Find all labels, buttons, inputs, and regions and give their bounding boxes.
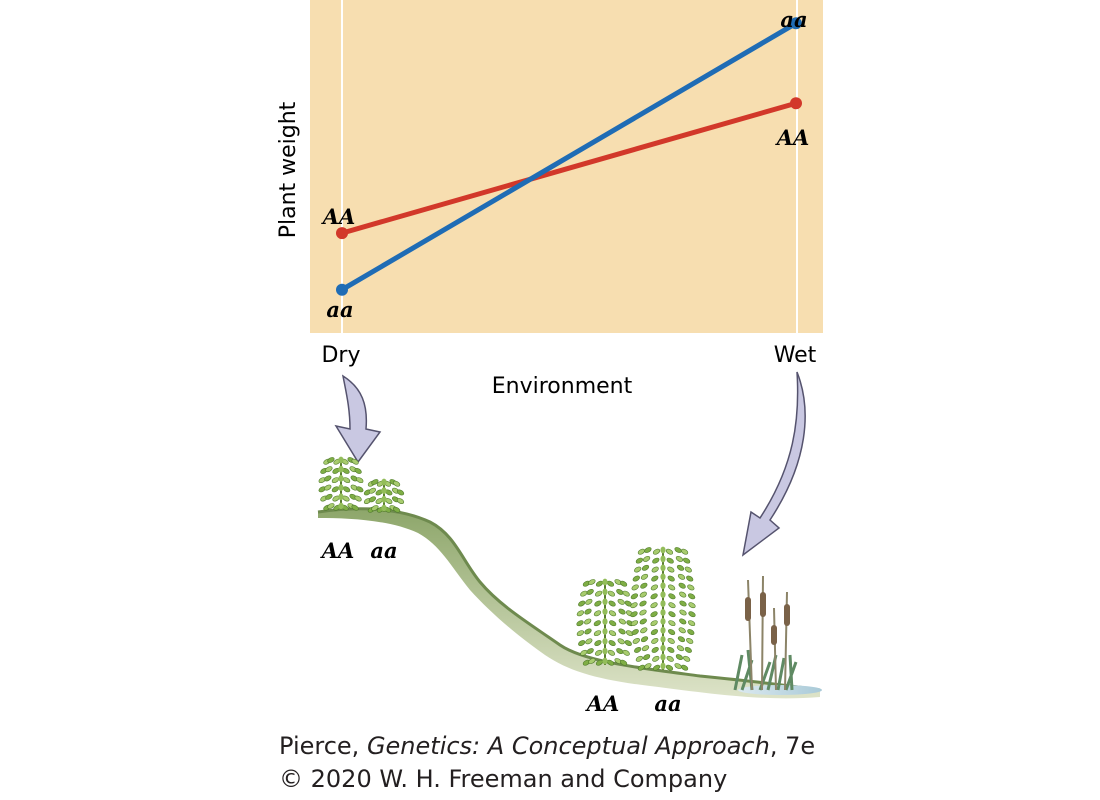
point-label-wet-AA: AA [775, 125, 810, 150]
dry-plant-label-AA: AA [320, 538, 355, 563]
chart: Plant weight Dry Wet Environment AA aa a… [276, 0, 823, 399]
x-axis-label: Environment [492, 374, 633, 399]
x-tick-label-dry: Dry [321, 343, 360, 368]
credit-line-1: Pierce, Genetics: A Conceptual Approach,… [279, 732, 816, 760]
point-label-wet-aa: aa [780, 7, 807, 32]
point-label-dry-aa: aa [326, 297, 353, 322]
series-layer [336, 17, 802, 296]
figure-credit: Pierce, Genetics: A Conceptual Approach,… [279, 730, 815, 796]
cattails-illustration [733, 575, 798, 691]
series-line-AA [339, 100, 799, 236]
plant-wet-aa [630, 546, 696, 671]
series-line-aa [339, 20, 799, 293]
data-point-AA-wet [790, 97, 802, 110]
plant-wet-AA [576, 578, 634, 666]
plants-layer [318, 456, 696, 671]
data-point-AA-dry [336, 227, 348, 240]
wet-arrow [741, 371, 806, 557]
dry-arrow [334, 374, 382, 464]
data-point-aa-wet [790, 17, 802, 30]
credit-line-2: © 2020 W. H. Freeman and Company [279, 765, 728, 793]
plant-dry-aa [363, 478, 405, 513]
pond [738, 685, 822, 695]
hillside [317, 507, 822, 699]
wet-plant-label-AA: AA [585, 691, 620, 716]
plant-dry-AA [318, 456, 364, 511]
x-tick-label-wet: Wet [774, 343, 817, 368]
data-point-aa-dry [336, 283, 348, 296]
y-axis-label: Plant weight [276, 101, 301, 238]
point-label-dry-AA: AA [321, 204, 356, 229]
dry-plant-label-aa: aa [370, 538, 397, 563]
wet-plant-label-aa: aa [654, 691, 681, 716]
